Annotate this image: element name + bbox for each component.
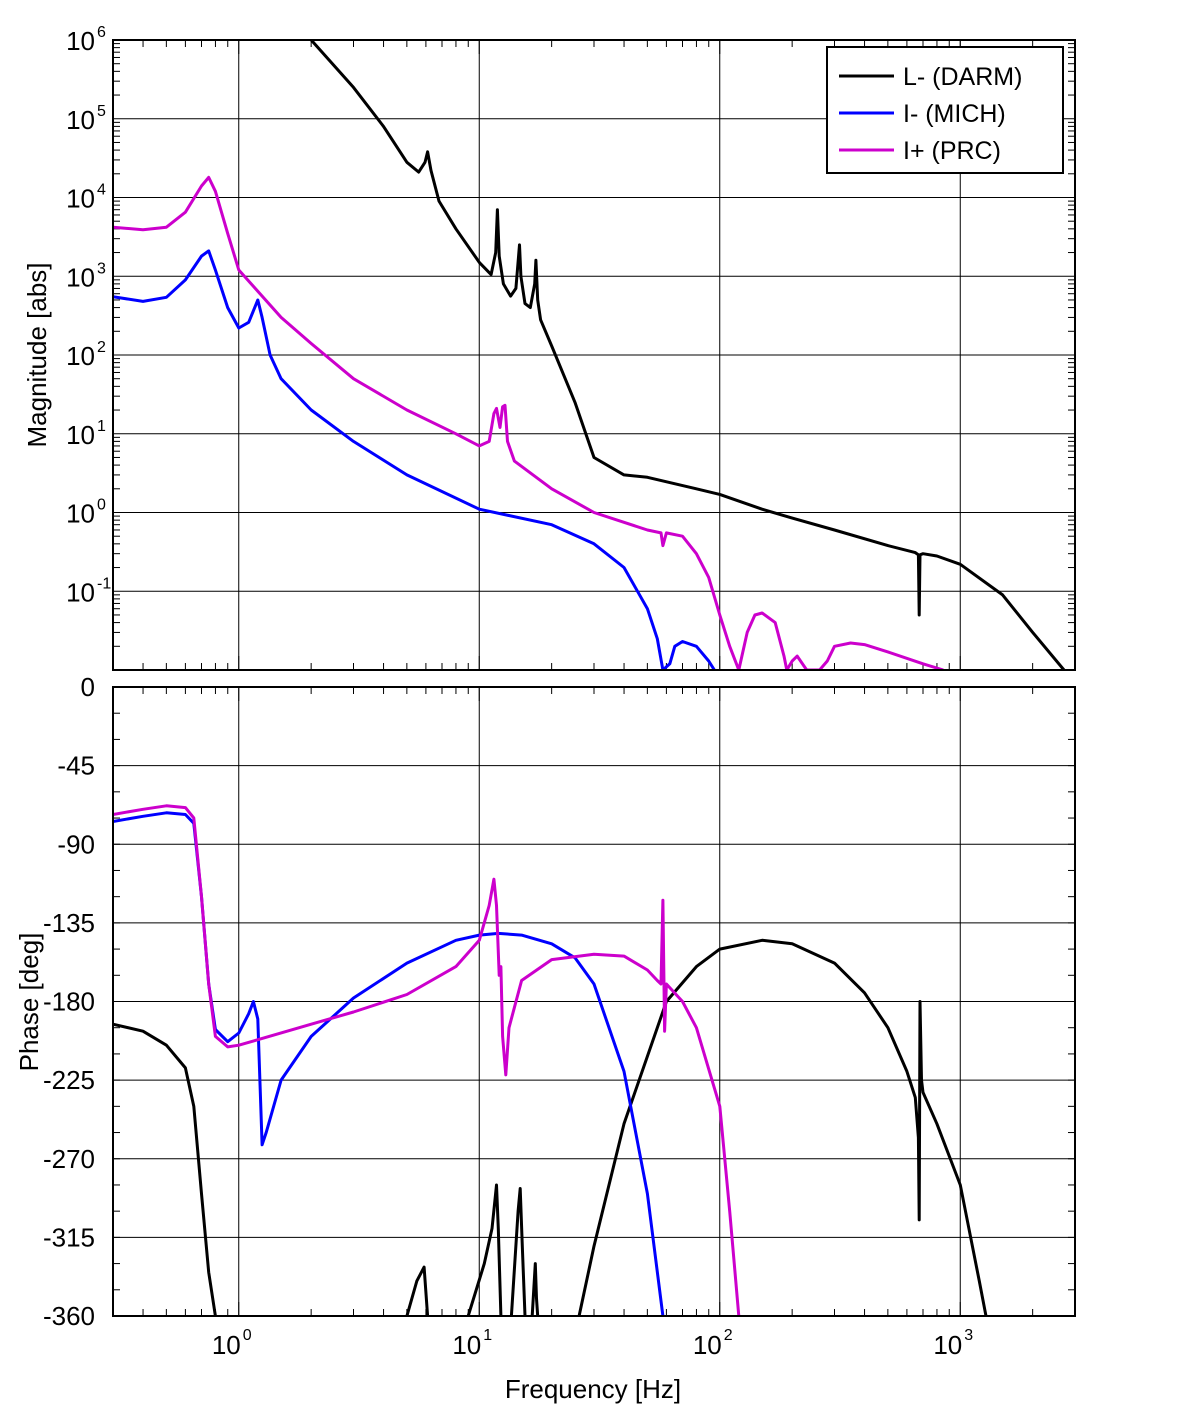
x-tick-label: 10 — [452, 1330, 481, 1360]
series-line-phase — [405, 1265, 430, 1316]
y-tick-label: 10 — [66, 341, 95, 371]
y-tick-label: -225 — [43, 1065, 95, 1095]
legend-label: I+ (PRC) — [903, 137, 1001, 165]
y-tick-label: 10 — [66, 262, 95, 292]
y-tick-label-exponent: 0 — [97, 497, 106, 514]
x-tick-label-exponent: 0 — [243, 1327, 252, 1344]
series-line-phase — [113, 804, 741, 1316]
y-tick-label: 10 — [66, 184, 95, 214]
series-line-phase — [577, 938, 988, 1316]
x-tick-label: 10 — [933, 1330, 962, 1360]
series-line-phase — [113, 811, 665, 1316]
x-tick-label-exponent: 1 — [483, 1327, 492, 1344]
y-tick-label: 10 — [66, 499, 95, 529]
y-tick-label: 10 — [66, 105, 95, 135]
y-tick-label: -270 — [43, 1144, 95, 1174]
y-tick-label: 10 — [66, 577, 95, 607]
frequency-axis-label: Frequency [Hz] — [505, 1374, 681, 1404]
x-tick-label-exponent: 3 — [964, 1327, 973, 1344]
magnitude-axis-label: Magnitude [abs] — [22, 262, 52, 447]
y-tick-label-exponent: -1 — [97, 575, 111, 592]
y-tick-label-exponent: 4 — [97, 182, 106, 199]
phase-frame — [112, 686, 1076, 1317]
series-line-magnitude — [113, 175, 944, 670]
y-tick-label: -315 — [43, 1222, 95, 1252]
series-line-phase — [466, 1183, 503, 1316]
y-tick-label: -90 — [57, 829, 95, 859]
phase-axis-label: Phase [deg] — [14, 933, 44, 1072]
y-tick-label: 0 — [81, 672, 95, 702]
series-line-phase — [509, 1187, 527, 1316]
y-tick-label-exponent: 1 — [97, 418, 106, 435]
series-line-phase — [113, 1022, 217, 1316]
legend: L- (DARM) I- (MICH) I+ (PRC) — [826, 46, 1064, 174]
y-tick-label: 10 — [66, 420, 95, 450]
legend-label: I- (MICH) — [903, 100, 1006, 128]
legend-label: L- (DARM) — [903, 63, 1022, 91]
y-tick-label-exponent: 2 — [97, 339, 106, 356]
y-tick-label: -135 — [43, 908, 95, 938]
series-line-magnitude — [113, 249, 716, 670]
series-line-phase — [530, 1262, 540, 1316]
y-tick-label: -45 — [57, 751, 95, 781]
series-line-magnitude — [310, 40, 1066, 670]
y-tick-label: -180 — [43, 987, 95, 1017]
y-tick-label-exponent: 3 — [97, 260, 106, 277]
x-tick-label: 10 — [693, 1330, 722, 1360]
x-tick-label: 10 — [212, 1330, 241, 1360]
y-tick-label-exponent: 5 — [97, 103, 106, 120]
x-tick-label-exponent: 2 — [724, 1327, 733, 1344]
y-tick-label-exponent: 6 — [97, 24, 106, 41]
magnitude-frame — [112, 39, 1076, 671]
legend-box — [826, 46, 1064, 174]
y-tick-label: -360 — [43, 1301, 95, 1331]
y-tick-label: 10 — [66, 26, 95, 56]
